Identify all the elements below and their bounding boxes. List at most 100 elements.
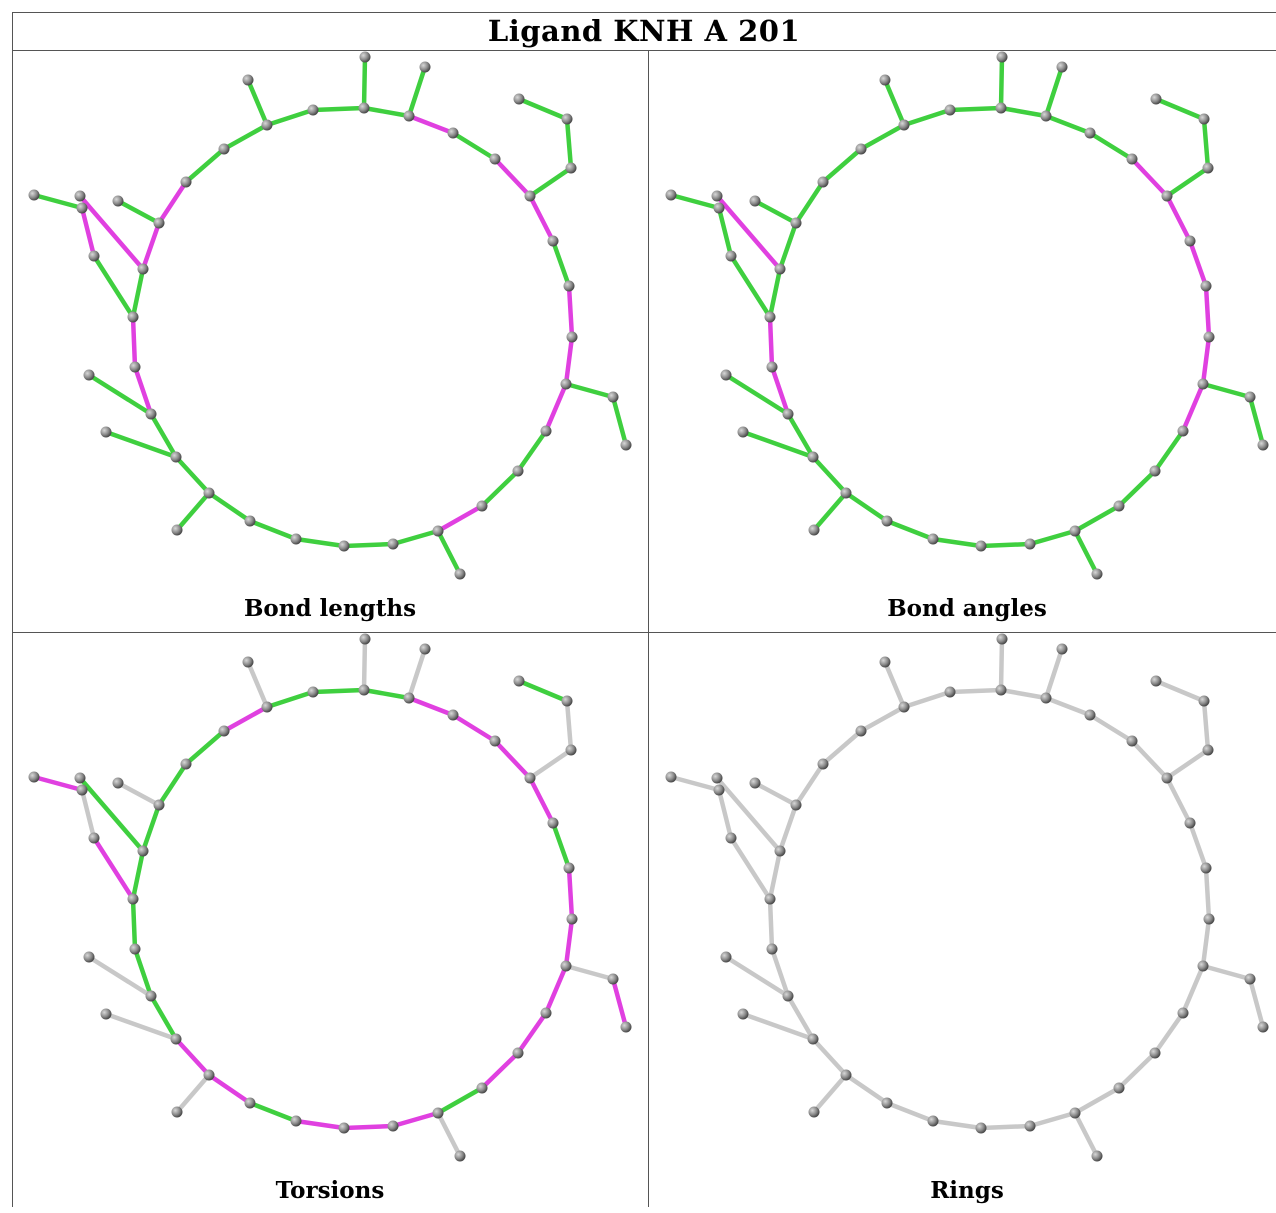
bond bbox=[361, 54, 368, 111]
atom bbox=[1040, 692, 1052, 704]
bond bbox=[206, 490, 253, 524]
bond bbox=[930, 536, 984, 549]
bond bbox=[811, 490, 849, 533]
atom bbox=[100, 1008, 112, 1020]
bond bbox=[130, 848, 146, 902]
atom bbox=[749, 195, 761, 207]
atom bbox=[432, 525, 444, 537]
bond bbox=[264, 107, 316, 128]
bond bbox=[1180, 381, 1206, 434]
bond bbox=[668, 774, 722, 793]
bond bbox=[86, 954, 154, 999]
atom bbox=[307, 686, 319, 698]
atom bbox=[88, 250, 100, 262]
atom bbox=[454, 1150, 466, 1162]
atom bbox=[607, 973, 619, 985]
atom bbox=[1113, 1082, 1125, 1094]
bond bbox=[843, 490, 890, 524]
bond bbox=[1180, 963, 1206, 1016]
bond bbox=[31, 192, 85, 211]
atom bbox=[1056, 643, 1068, 655]
bond bbox=[563, 381, 616, 400]
atom bbox=[153, 217, 165, 229]
atom bbox=[898, 701, 910, 713]
atom bbox=[975, 1122, 987, 1134]
bond bbox=[527, 193, 556, 244]
atom bbox=[307, 104, 319, 116]
bond bbox=[978, 1123, 1033, 1131]
atom bbox=[565, 744, 577, 756]
bond bbox=[564, 698, 574, 753]
atom bbox=[665, 189, 677, 201]
bond bbox=[79, 205, 97, 259]
bond bbox=[103, 1011, 179, 1042]
bond bbox=[563, 334, 575, 387]
bond bbox=[1072, 528, 1100, 577]
bond bbox=[1164, 775, 1193, 826]
atom bbox=[1056, 61, 1068, 73]
bond bbox=[77, 775, 146, 854]
atom bbox=[561, 113, 573, 125]
caption-bond-lengths: Bond lengths bbox=[243, 595, 417, 622]
atom bbox=[1024, 1120, 1036, 1132]
atom bbox=[513, 93, 525, 105]
atom bbox=[1184, 817, 1196, 829]
bond bbox=[1153, 96, 1207, 122]
atom bbox=[489, 735, 501, 747]
atom bbox=[975, 540, 987, 552]
atom bbox=[1084, 709, 1096, 721]
bond bbox=[1072, 1085, 1122, 1116]
atom bbox=[358, 102, 370, 114]
bond bbox=[492, 156, 533, 199]
atom bbox=[28, 771, 40, 783]
bond bbox=[479, 1050, 521, 1091]
atom bbox=[170, 1033, 182, 1045]
bond bbox=[406, 646, 428, 701]
atom bbox=[244, 1097, 256, 1109]
molecule-bond-angles bbox=[665, 51, 1269, 580]
bond bbox=[1072, 1110, 1100, 1159]
bond bbox=[1200, 963, 1253, 982]
atom bbox=[129, 943, 141, 955]
atom bbox=[927, 533, 939, 545]
atom bbox=[620, 439, 632, 451]
bond bbox=[1164, 165, 1211, 199]
row-divider bbox=[12, 632, 1276, 633]
bond bbox=[140, 802, 162, 854]
atom bbox=[218, 143, 230, 155]
bond bbox=[714, 193, 783, 272]
frame-left bbox=[12, 12, 13, 1207]
atom bbox=[607, 391, 619, 403]
atom bbox=[28, 189, 40, 201]
atom bbox=[563, 862, 575, 874]
atom bbox=[127, 311, 139, 323]
bond bbox=[1087, 130, 1135, 162]
bond bbox=[820, 728, 864, 767]
bond bbox=[479, 468, 521, 509]
bond bbox=[901, 107, 953, 128]
bond bbox=[435, 1110, 463, 1159]
atom bbox=[944, 686, 956, 698]
atom bbox=[1203, 913, 1215, 925]
bond bbox=[1043, 64, 1065, 119]
bond bbox=[516, 678, 570, 704]
bond bbox=[793, 761, 826, 808]
bond bbox=[884, 518, 936, 542]
atom bbox=[1126, 153, 1138, 165]
atom bbox=[1257, 439, 1269, 451]
bond bbox=[341, 541, 396, 549]
bond bbox=[978, 541, 1033, 549]
atom bbox=[512, 1047, 524, 1059]
bond bbox=[1087, 712, 1135, 744]
bond bbox=[115, 780, 162, 808]
bond bbox=[435, 503, 485, 534]
atom bbox=[565, 162, 577, 174]
bond bbox=[1187, 820, 1209, 871]
bond bbox=[264, 689, 316, 710]
atom bbox=[566, 913, 578, 925]
atom bbox=[290, 1115, 302, 1127]
atom bbox=[563, 280, 575, 292]
atom bbox=[513, 675, 525, 687]
bond bbox=[752, 198, 799, 226]
bond bbox=[221, 704, 270, 734]
